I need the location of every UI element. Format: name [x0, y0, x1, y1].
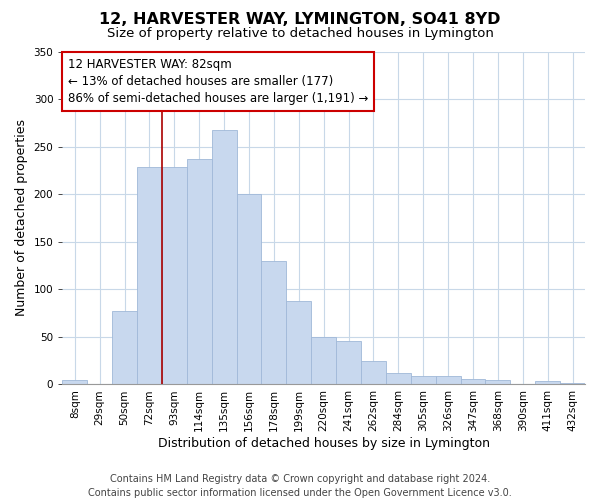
Bar: [436, 376, 461, 384]
Bar: [112, 311, 137, 384]
Bar: [212, 130, 236, 384]
X-axis label: Distribution of detached houses by size in Lymington: Distribution of detached houses by size …: [158, 437, 490, 450]
Bar: [311, 337, 336, 384]
Text: 12, HARVESTER WAY, LYMINGTON, SO41 8YD: 12, HARVESTER WAY, LYMINGTON, SO41 8YD: [99, 12, 501, 28]
Bar: [187, 159, 212, 384]
Bar: [262, 261, 286, 384]
Y-axis label: Number of detached properties: Number of detached properties: [15, 120, 28, 316]
Bar: [137, 166, 162, 384]
Bar: [411, 376, 436, 384]
Bar: [535, 380, 560, 384]
Bar: [361, 360, 386, 384]
Bar: [236, 194, 262, 384]
Bar: [560, 382, 585, 384]
Bar: [286, 300, 311, 384]
Bar: [461, 379, 485, 384]
Bar: [485, 380, 511, 384]
Text: Size of property relative to detached houses in Lymington: Size of property relative to detached ho…: [107, 28, 493, 40]
Bar: [336, 340, 361, 384]
Text: 12 HARVESTER WAY: 82sqm
← 13% of detached houses are smaller (177)
86% of semi-d: 12 HARVESTER WAY: 82sqm ← 13% of detache…: [68, 58, 368, 105]
Bar: [386, 373, 411, 384]
Bar: [62, 380, 87, 384]
Text: Contains HM Land Registry data © Crown copyright and database right 2024.
Contai: Contains HM Land Registry data © Crown c…: [88, 474, 512, 498]
Bar: [162, 166, 187, 384]
